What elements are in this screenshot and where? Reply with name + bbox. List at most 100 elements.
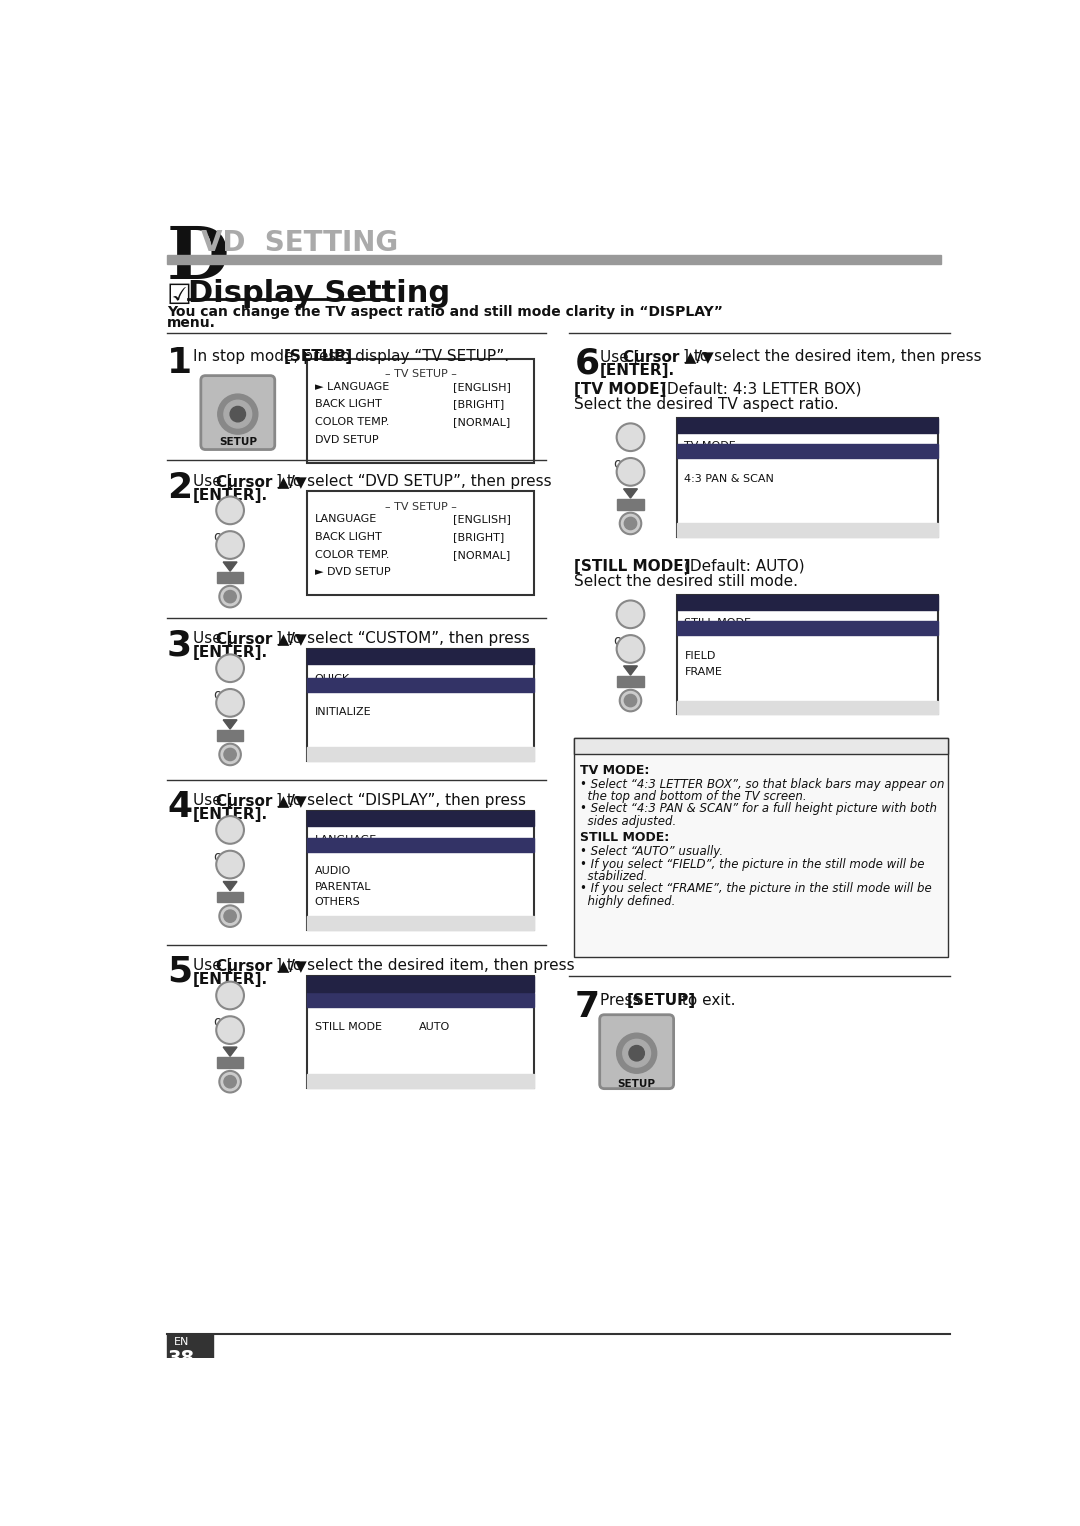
Circle shape — [216, 816, 244, 844]
Text: SELECT ▲▼: SELECT ▲▼ — [312, 749, 354, 757]
Bar — [677, 418, 939, 433]
Text: SETUP: SETUP — [312, 652, 348, 662]
FancyBboxPatch shape — [599, 1015, 674, 1088]
Circle shape — [219, 743, 241, 765]
Polygon shape — [224, 1047, 237, 1056]
Bar — [307, 678, 535, 693]
Text: [SETUP]: [SETUP] — [284, 349, 353, 365]
Bar — [677, 523, 939, 537]
Text: ] to select “DISPLAY”, then press: ] to select “DISPLAY”, then press — [276, 794, 526, 807]
Text: [SETUP]: [SETUP] — [626, 993, 696, 1009]
Circle shape — [617, 600, 645, 629]
Text: SET ENTER: SET ENTER — [438, 1076, 480, 1085]
Text: stabilized.: stabilized. — [580, 870, 648, 884]
Text: (Default: 4:3 LETTER BOX): (Default: 4:3 LETTER BOX) — [661, 382, 862, 397]
Text: Press: Press — [599, 993, 645, 1009]
Text: 5: 5 — [167, 955, 192, 989]
Text: • Select “AUTO” usually.: • Select “AUTO” usually. — [580, 845, 724, 858]
Text: – TV SETUP –: – TV SETUP – — [386, 502, 457, 511]
Text: INITIALIZE: INITIALIZE — [314, 708, 372, 717]
Text: or: or — [613, 635, 627, 649]
Text: CANCEL:RETURN: CANCEL:RETURN — [438, 751, 497, 757]
Text: – TV SETUP –: – TV SETUP – — [386, 369, 457, 380]
Bar — [677, 621, 939, 635]
Text: [NORMAL]: [NORMAL] — [454, 549, 511, 560]
Text: DISPLAY: DISPLAY — [754, 598, 799, 607]
Text: Select the desired still mode.: Select the desired still mode. — [575, 574, 798, 589]
Text: 38: 38 — [168, 1349, 195, 1367]
Text: TV MODE:: TV MODE: — [580, 763, 650, 777]
Text: DISPLAY: DISPLAY — [314, 850, 361, 861]
Text: (Default: AUTO): (Default: AUTO) — [685, 559, 805, 574]
Circle shape — [620, 513, 642, 534]
Text: Cursor ▲/▼: Cursor ▲/▼ — [216, 794, 307, 807]
Text: Cursor ▲/▼: Cursor ▲/▼ — [216, 475, 307, 490]
Text: CUSTOM: CUSTOM — [368, 813, 416, 824]
Text: [ENGLISH]: [ENGLISH] — [454, 514, 511, 525]
Text: DVD SETUP: DVD SETUP — [314, 435, 378, 446]
Text: CANCEL:RETURN: CANCEL:RETURN — [862, 528, 920, 534]
Text: [ENTER].: [ENTER]. — [193, 972, 268, 987]
Text: ENTER: ENTER — [616, 678, 646, 685]
Circle shape — [617, 458, 645, 485]
Text: CANCEL:RETURN: CANCEL:RETURN — [438, 1079, 497, 1085]
Text: Cursor ▲/▼: Cursor ▲/▼ — [623, 349, 714, 365]
Text: ▲: ▲ — [624, 430, 636, 444]
Bar — [217, 729, 243, 740]
Bar — [307, 491, 535, 595]
Circle shape — [624, 517, 637, 530]
Text: STILL MODE: STILL MODE — [314, 1022, 382, 1033]
Polygon shape — [623, 488, 637, 497]
Text: ▼: ▼ — [225, 537, 235, 552]
Bar — [575, 737, 948, 754]
Text: ▲: ▲ — [225, 987, 235, 1003]
Text: to display “TV SETUP”.: to display “TV SETUP”. — [330, 349, 510, 365]
Text: menu.: menu. — [167, 316, 216, 330]
Text: 3: 3 — [167, 629, 192, 662]
Text: ENTER: ENTER — [215, 1058, 245, 1067]
Text: ☑: ☑ — [167, 282, 192, 310]
Text: AUTO: AUTO — [419, 1022, 450, 1033]
Text: 4:3 LETTER BOX: 4:3 LETTER BOX — [419, 1004, 508, 1015]
Text: ENTER: ENTER — [215, 572, 245, 581]
Text: EXIT:SETUP: EXIT:SETUP — [312, 920, 351, 926]
Text: to exit.: to exit. — [677, 993, 735, 1009]
Text: COLOR TEMP.: COLOR TEMP. — [314, 417, 389, 427]
Bar — [217, 891, 243, 902]
Text: COLOR TEMP.: COLOR TEMP. — [314, 549, 389, 560]
Text: EXIT:SETUP: EXIT:SETUP — [681, 705, 720, 711]
Text: ] to select the desired item, then press: ] to select the desired item, then press — [683, 349, 982, 365]
Text: Select the desired TV aspect ratio.: Select the desired TV aspect ratio. — [575, 397, 839, 412]
Text: TV MODE: TV MODE — [314, 1004, 366, 1015]
Circle shape — [224, 591, 237, 603]
Text: 2: 2 — [167, 472, 192, 505]
Text: or: or — [213, 1015, 228, 1030]
FancyBboxPatch shape — [201, 375, 274, 450]
Text: PARENTAL: PARENTAL — [314, 882, 372, 891]
Text: EN: EN — [174, 1337, 189, 1346]
Text: sides adjusted.: sides adjusted. — [580, 815, 677, 827]
Text: ▼: ▼ — [225, 696, 235, 711]
Circle shape — [218, 394, 258, 433]
Circle shape — [219, 586, 241, 607]
Text: Cursor ▲/▼: Cursor ▲/▼ — [216, 632, 307, 645]
Text: ▲: ▲ — [225, 823, 235, 838]
Text: QUICK: QUICK — [314, 673, 350, 684]
Text: ENTER: ENTER — [215, 893, 245, 902]
Polygon shape — [224, 882, 237, 891]
Circle shape — [629, 1045, 645, 1061]
Bar — [307, 649, 535, 760]
Circle shape — [216, 655, 244, 682]
Text: SET ENTER: SET ENTER — [862, 525, 903, 534]
Bar — [217, 572, 243, 583]
Circle shape — [219, 1071, 241, 1093]
Circle shape — [224, 1076, 237, 1088]
Text: SET ENTER: SET ENTER — [862, 702, 903, 711]
Text: BACK LIGHT: BACK LIGHT — [314, 400, 381, 409]
Text: ENTER: ENTER — [215, 731, 245, 740]
Text: SETUP: SETUP — [312, 813, 348, 824]
Text: LANGUAGE: LANGUAGE — [314, 514, 377, 525]
Circle shape — [230, 406, 245, 421]
Text: [ENTER].: [ENTER]. — [599, 363, 675, 378]
Text: 4:3 LETTER BOX: 4:3 LETTER BOX — [685, 456, 773, 465]
